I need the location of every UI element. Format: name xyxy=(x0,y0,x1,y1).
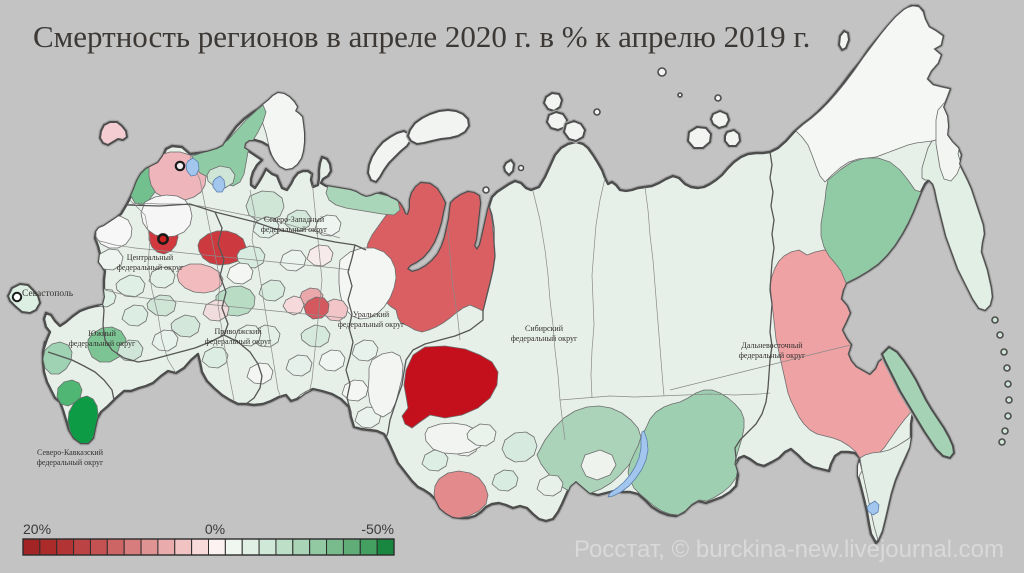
svg-text:Дальневосточный: Дальневосточный xyxy=(741,341,803,350)
svg-text:федеральный округ: федеральный округ xyxy=(37,458,104,467)
svg-text:Северо-Кавказский: Северо-Кавказский xyxy=(37,448,104,457)
svg-text:федеральный округ: федеральный округ xyxy=(739,351,806,360)
svg-text:федеральный округ: федеральный округ xyxy=(261,225,328,234)
svg-text:федеральный округ: федеральный округ xyxy=(511,334,578,343)
svg-text:Южный: Южный xyxy=(88,329,117,338)
svg-text:Сибирский: Сибирский xyxy=(525,324,564,333)
svg-text:Смертность регионов в апреле 2: Смертность регионов в апреле 2020 г. в %… xyxy=(33,19,810,54)
svg-text:федеральный округ: федеральный округ xyxy=(338,320,405,329)
svg-text:0%: 0% xyxy=(205,521,225,537)
svg-text:Уральский: Уральский xyxy=(353,310,390,319)
svg-text:Приволжский: Приволжский xyxy=(214,327,262,336)
svg-text:Севастополь: Севастополь xyxy=(22,289,74,299)
svg-text:Северо-Западный: Северо-Западный xyxy=(264,215,325,224)
svg-text:-50%: -50% xyxy=(361,521,394,537)
svg-text:Росстат, © burckina-new.livejo: Росстат, © burckina-new.livejournal.com xyxy=(574,536,1004,563)
svg-text:20%: 20% xyxy=(23,521,51,537)
svg-text:федеральный округ: федеральный округ xyxy=(69,339,136,348)
svg-text:Центральный: Центральный xyxy=(127,253,174,262)
svg-text:федеральный округ: федеральный округ xyxy=(205,337,272,346)
svg-text:федеральный округ: федеральный округ xyxy=(117,263,184,272)
